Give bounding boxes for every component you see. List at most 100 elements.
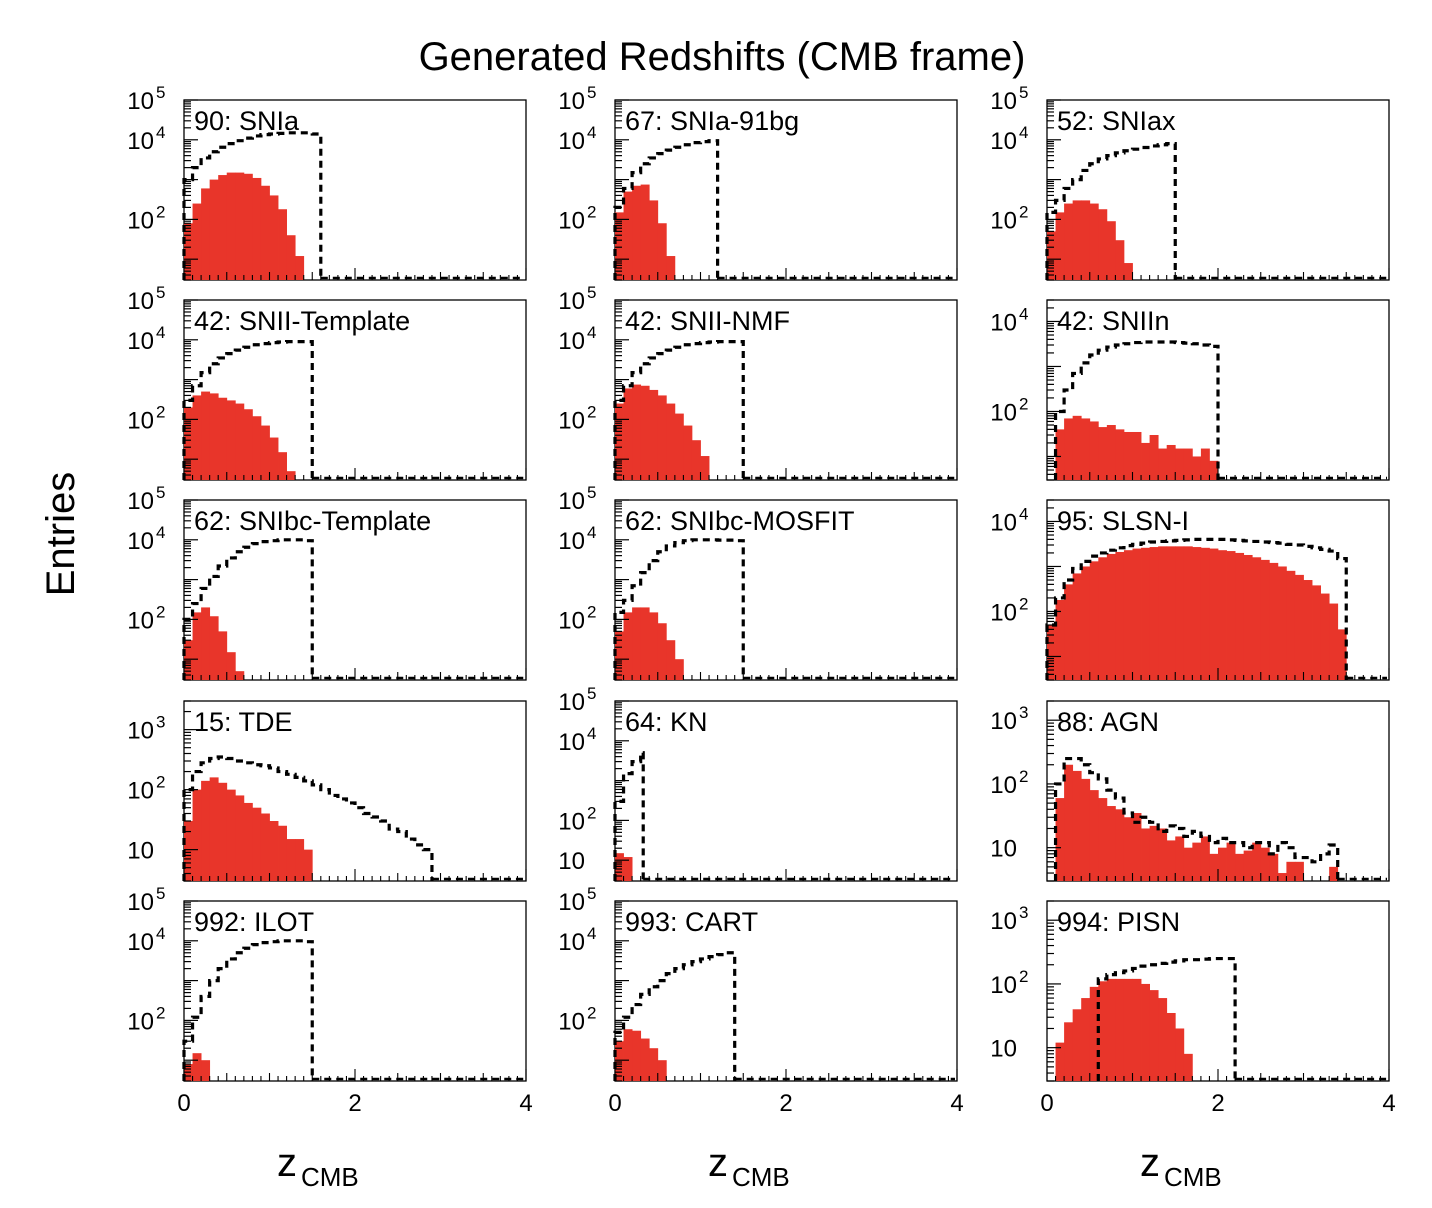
histogram-bar bbox=[1047, 625, 1056, 680]
dashed-histogram-line bbox=[613, 139, 720, 280]
histogram-bar bbox=[1123, 263, 1133, 280]
histogram-bar bbox=[1183, 546, 1193, 680]
histogram-bar bbox=[192, 612, 202, 680]
y-tick-label: 10 bbox=[558, 1008, 585, 1035]
dashed-histogram-line bbox=[182, 538, 314, 680]
histogram-bar bbox=[1218, 847, 1227, 881]
histogram-bar bbox=[1141, 547, 1150, 680]
y-tick-label: 10 bbox=[990, 207, 1017, 234]
y-tick-exponent: 2 bbox=[156, 202, 165, 221]
panel-title: 67: SNIa-91bg bbox=[625, 106, 799, 136]
histogram-bar bbox=[1064, 203, 1074, 280]
histogram-bar bbox=[243, 409, 253, 480]
histogram-bar bbox=[1277, 566, 1287, 680]
histogram-bar bbox=[303, 849, 313, 881]
histogram-bar bbox=[615, 853, 624, 881]
dashed-histogram-line bbox=[182, 755, 434, 881]
histogram-bar bbox=[226, 400, 236, 480]
histogram-bar bbox=[1064, 584, 1074, 680]
histogram-bar bbox=[243, 173, 253, 280]
y-tick-exponent: 2 bbox=[156, 1003, 165, 1022]
y-tick-label: 10 bbox=[558, 607, 585, 634]
histogram-bar bbox=[1081, 778, 1091, 881]
y-tick-exponent: 4 bbox=[1019, 123, 1028, 142]
panel-title: 90: SNIa bbox=[194, 106, 300, 136]
histogram-bar bbox=[269, 437, 279, 480]
dashed-histogram-line bbox=[182, 131, 323, 280]
histogram-bar bbox=[1064, 764, 1074, 881]
histogram-bar bbox=[1115, 240, 1125, 280]
histogram-bar bbox=[1123, 817, 1133, 881]
histogram-bar bbox=[1192, 842, 1202, 881]
dashed-histogram-line bbox=[1096, 956, 1237, 1081]
y-tick-exponent: 4 bbox=[587, 924, 596, 943]
y-tick-exponent: 2 bbox=[1019, 394, 1028, 413]
histogram-bar bbox=[674, 413, 684, 480]
histogram-bar bbox=[1286, 570, 1296, 680]
histogram-bar bbox=[1175, 1028, 1185, 1081]
y-tick-exponent: 5 bbox=[156, 83, 165, 102]
panel-title: 64: KN bbox=[625, 707, 708, 737]
histogram-bar bbox=[184, 640, 193, 680]
histogram-bar bbox=[1226, 551, 1236, 680]
y-tick-label: 10 bbox=[127, 838, 154, 865]
histogram-bar bbox=[623, 857, 633, 881]
histogram-bar bbox=[252, 807, 262, 881]
histogram-bar bbox=[1269, 853, 1279, 881]
y-tick-exponent: 2 bbox=[587, 202, 596, 221]
x-tick-label: 0 bbox=[1040, 1090, 1053, 1117]
y-tick-exponent: 2 bbox=[156, 602, 165, 621]
histogram-bar bbox=[1218, 550, 1227, 680]
histogram-bar bbox=[1235, 853, 1245, 881]
histogram-bar bbox=[1132, 431, 1142, 480]
panel-title: 88: AGN bbox=[1057, 707, 1159, 737]
y-tick-exponent: 2 bbox=[587, 1003, 596, 1022]
histogram-bar bbox=[209, 393, 219, 480]
histogram-bar bbox=[209, 777, 219, 881]
y-tick-label: 10 bbox=[558, 207, 585, 234]
histogram-bar bbox=[615, 1041, 624, 1081]
x-tick-label: 4 bbox=[950, 1090, 963, 1117]
panel-title: 15: TDE bbox=[194, 707, 293, 737]
y-tick-exponent: 5 bbox=[156, 884, 165, 903]
histogram-bar bbox=[201, 1060, 211, 1081]
histogram-bar bbox=[260, 813, 270, 881]
y-tick-label: 10 bbox=[127, 128, 154, 155]
histogram-bar bbox=[1158, 546, 1168, 680]
y-tick-exponent: 3 bbox=[1019, 903, 1028, 922]
x-tick-label: 2 bbox=[348, 1090, 361, 1117]
y-tick-label: 10 bbox=[127, 929, 154, 956]
histogram-bar bbox=[1337, 629, 1347, 680]
histogram-bar bbox=[184, 223, 193, 280]
y-tick-label: 10 bbox=[127, 528, 154, 555]
y-tick-exponent: 2 bbox=[156, 402, 165, 421]
histogram-bar bbox=[218, 175, 228, 280]
histogram-bar bbox=[1243, 850, 1253, 881]
y-tick-label: 10 bbox=[990, 708, 1017, 735]
y-tick-exponent: 2 bbox=[1019, 202, 1028, 221]
y-tick-exponent: 2 bbox=[587, 402, 596, 421]
histogram-bar bbox=[1141, 442, 1150, 480]
histogram-bar bbox=[218, 631, 228, 680]
histogram-bar bbox=[1303, 580, 1313, 680]
histogram-bar bbox=[226, 652, 236, 680]
y-tick-exponent: 5 bbox=[587, 483, 596, 502]
y-tick-exponent: 4 bbox=[587, 323, 596, 342]
histogram-bar bbox=[209, 616, 219, 680]
histogram-bar bbox=[278, 452, 287, 480]
y-tick-exponent: 4 bbox=[156, 123, 165, 142]
histogram-bar bbox=[1081, 418, 1091, 480]
panel-title: 42: SNIIn bbox=[1057, 306, 1170, 336]
histogram-bar bbox=[1089, 421, 1099, 480]
y-tick-label: 10 bbox=[127, 1008, 154, 1035]
y-tick-exponent: 4 bbox=[587, 724, 596, 743]
y-tick-label: 10 bbox=[558, 929, 585, 956]
y-tick-exponent: 5 bbox=[587, 83, 596, 102]
histogram-bar bbox=[1115, 809, 1125, 881]
histogram-bar bbox=[218, 397, 228, 480]
histogram-bar bbox=[1183, 448, 1193, 480]
histogram-bar bbox=[1064, 1022, 1074, 1081]
x-tick-label: 2 bbox=[1211, 1090, 1224, 1117]
